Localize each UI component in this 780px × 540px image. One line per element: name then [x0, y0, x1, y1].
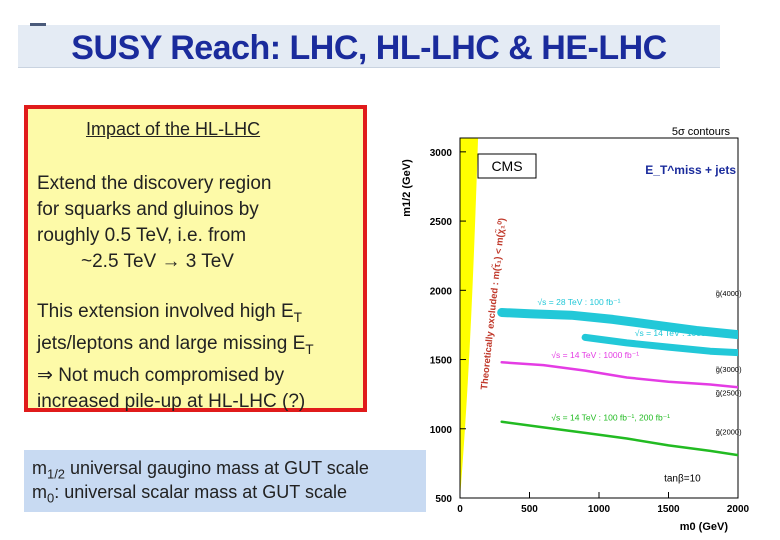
y-tick-label: 1500: [430, 356, 453, 367]
experiment-label: CMS: [491, 158, 522, 174]
x-tick-label: 1500: [657, 504, 680, 515]
impact-line: This extension involved high ET: [37, 299, 367, 331]
excluded-region-label: Theoretically excluded : m(τ̃₁) < m(χ̃₁⁰…: [478, 217, 508, 390]
title-bar: SUSY Reach: LHC, HL-LHC & HE-LHC: [18, 23, 720, 68]
impact-line: roughly 0.5 TeV, i.e. from: [37, 225, 247, 246]
susy-reach-chart: √s = 28 TeV : 100 fb⁻¹ √s = 14 TeV : 1000…: [401, 126, 763, 533]
tanbeta-label: tanβ=10: [664, 473, 701, 484]
impact-paragraph-2: This extension involved high ET jets/lep…: [37, 299, 367, 415]
y-tick-label: 3000: [430, 148, 453, 159]
plot-area: √s = 28 TeV : 100 fb⁻¹ √s = 14 TeV : 1000…: [401, 126, 763, 533]
gluino-mass-label: g̃(4000): [715, 289, 742, 298]
x-tick-label: 500: [521, 504, 538, 515]
series-line: [500, 420, 738, 457]
impact-line: jets/leptons and large missing ET: [37, 331, 367, 363]
impact-subscript: T: [293, 309, 303, 325]
series-label: √s = 14 TeV : 100 fb⁻¹, 200 fb⁻¹: [551, 412, 670, 422]
impact-subscript: T: [305, 341, 314, 357]
x-tick-label: 2000: [727, 504, 750, 515]
impact-line: Extend the discovery region: [37, 173, 272, 194]
impact-text: This extension involved high E: [37, 301, 294, 322]
excluded-region: [460, 138, 479, 498]
y-tick-label: 1000: [430, 425, 453, 436]
y-tick-label: 2500: [430, 217, 453, 228]
experiment-box: [477, 153, 537, 179]
series-group: √s = 28 TeV : 100 fb⁻¹ √s = 14 TeV : 1000…: [497, 297, 763, 457]
x-axis-label: m0 (GeV): [680, 521, 729, 533]
y-tick-label: 2000: [430, 286, 453, 297]
definitions-box: m1/2 universal gaugino mass at GUT scale…: [24, 450, 426, 512]
m12-text: universal gaugino mass at GUT scale: [65, 458, 369, 478]
title-decoration: [30, 23, 46, 26]
impact-text: jets/leptons and large missing E: [37, 332, 306, 354]
series-label: √s = 28 TeV : 100 fb⁻¹: [538, 297, 621, 307]
m0-text: : universal scalar mass at GUT scale: [54, 482, 347, 502]
y-axis-label: m1/2 (GeV): [401, 159, 413, 217]
impact-box: Impact of the HL-LHC Extend the discover…: [24, 105, 367, 412]
series-line: [497, 308, 738, 340]
impact-line: ~2.5 TeV → 3 TeV: [81, 251, 234, 272]
m12-subscript: 1/2: [47, 466, 66, 482]
impact-line: ⇒ Not much compromised by: [37, 364, 285, 386]
x-tick-label: 0: [457, 504, 463, 515]
slide-title: SUSY Reach: LHC, HL-LHC & HE-LHC: [71, 29, 667, 67]
m12-definition: m1/2 universal gaugino mass at GUT scale: [32, 458, 369, 482]
m0-symbol: m: [32, 482, 47, 502]
series-label: √s = 14 TeV : 1000 fb⁻¹, 2000 fb⁻¹: [635, 328, 763, 338]
series-line: [500, 361, 738, 389]
gluino-mass-label: g̃(2000): [715, 427, 742, 436]
impact-heading: Impact of the HL-LHC: [86, 119, 261, 139]
chart-title: 5σ contours: [672, 126, 731, 138]
series-label: √s = 14 TeV : 1000 fb⁻¹: [551, 350, 639, 360]
impact-line: for squarks and gluinos by: [37, 199, 259, 220]
channel-label: E_T^miss + jets: [645, 163, 736, 177]
m12-symbol: m: [32, 458, 47, 478]
gluino-mass-label: g̃(2500): [715, 389, 742, 398]
m0-subscript: 0: [47, 490, 55, 506]
impact-line: increased pile-up at HL-LHC (?): [37, 390, 306, 412]
gluino-mass-label: g̃(3000): [715, 365, 742, 374]
x-tick-label: 1000: [588, 504, 611, 515]
m0-definition: m0: universal scalar mass at GUT scale: [32, 482, 347, 506]
y-tick-label: 500: [435, 494, 452, 505]
impact-paragraph-1: Extend the discovery region for squarks …: [37, 171, 357, 275]
series-line: [581, 333, 738, 357]
